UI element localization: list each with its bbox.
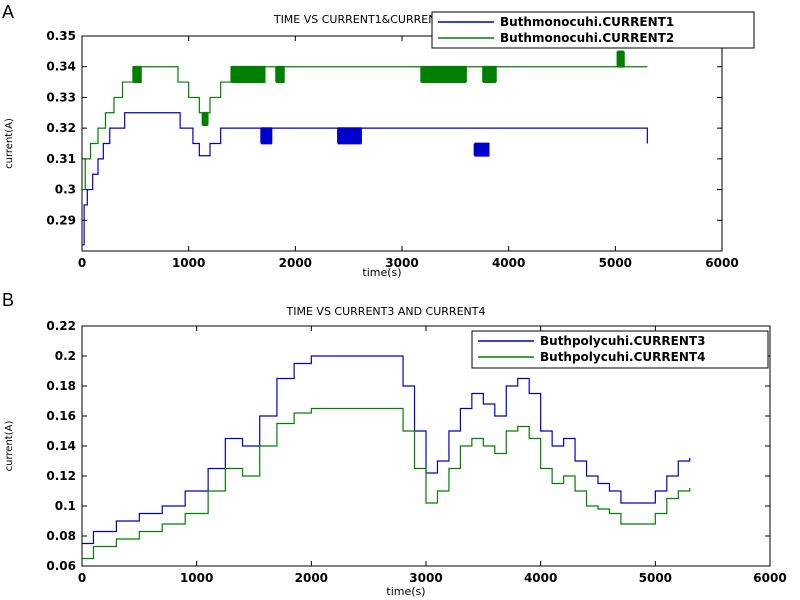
- x-tick-label: 1000: [172, 256, 205, 270]
- y-tick-label: 0.1: [55, 499, 76, 513]
- y-tick-label: 0.29: [46, 213, 76, 227]
- legend: Buthpolycuhi.CURRENT3 Buthpolycuhi.CURREN…: [471, 330, 769, 369]
- y-tick-label: 0.18: [46, 379, 76, 393]
- series-2-oscillation-7: [616, 50, 625, 68]
- series-2-oscillation-4: [275, 65, 285, 83]
- series-2-oscillation-3: [230, 65, 266, 83]
- chart-a: TIME VS CURRENT1&CURRENT2 0 1000 2000 3000 40…: [4, 11, 755, 279]
- series-2-oscillation-6: [482, 65, 497, 83]
- x-tick-label: 1000: [180, 571, 213, 585]
- y-tick-label: 0.2: [55, 349, 76, 363]
- y-tick-label: 0.16: [46, 409, 76, 423]
- y-tick-label: 0.3: [55, 183, 76, 197]
- x-tick-label: 0: [78, 571, 86, 585]
- series-2-oscillation-5: [420, 65, 467, 83]
- x-tick-label: 2000: [279, 256, 312, 270]
- x-tick-label: 4000: [524, 571, 557, 585]
- x-axis-label: time(s): [362, 266, 401, 279]
- series-2-oscillation-1: [132, 65, 142, 83]
- y-tick-label: 0.22: [46, 319, 76, 333]
- legend-label-2: Buthpolycuhi.CURRENT4: [540, 350, 705, 364]
- legend-label-1: Buthpolycuhi.CURRENT3: [540, 334, 705, 348]
- y-axis-label: current(A): [4, 118, 15, 169]
- x-axis-label: time(s): [386, 585, 425, 598]
- panel-a-label: A: [2, 2, 14, 22]
- series-line-2: [82, 407, 691, 560]
- x-tick-label: 6000: [753, 571, 786, 585]
- x-tick-label: 6000: [705, 256, 738, 270]
- y-tick-label: 0.32: [46, 121, 76, 135]
- x-tick-label: 0: [78, 256, 86, 270]
- legend-label-2: Buthmonocuhi.CURRENT2: [500, 31, 674, 45]
- y-tick-label: 0.34: [46, 60, 76, 74]
- x-tick-label: 5000: [599, 256, 632, 270]
- y-tick-label: 0.33: [46, 90, 76, 104]
- y-tick-label: 0.31: [46, 152, 76, 166]
- panel-b-label: B: [2, 290, 14, 310]
- series-1-oscillation-2: [337, 127, 362, 145]
- x-tick-label: 3000: [409, 571, 442, 585]
- series-line-1: [82, 355, 691, 545]
- y-tick-label: 0.35: [46, 29, 76, 43]
- series-2-oscillation-2: [201, 111, 209, 126]
- chart-b: TIME VS CURRENT3 AND CURRENT4 0 1000 2000 30…: [4, 305, 787, 598]
- y-tick-label: 0.08: [46, 529, 76, 543]
- series-1-oscillation-1: [260, 127, 273, 145]
- x-tick-label: 2000: [295, 571, 328, 585]
- x-tick-label: 5000: [639, 571, 672, 585]
- series-line-1: [82, 112, 648, 246]
- legend: Buthmonocuhi.CURRENT1 Buthmonocuhi.CURREN…: [431, 11, 755, 49]
- plot-area: [81, 35, 723, 252]
- legend-box: [471, 330, 769, 369]
- x-tick-label: 3000: [385, 256, 418, 270]
- y-tick-label: 0.12: [46, 469, 76, 483]
- chart-title: TIME VS CURRENT1&CURRENT2: [273, 13, 450, 26]
- y-tick-label: 0.14: [46, 439, 76, 453]
- chart-title: TIME VS CURRENT3 AND CURRENT4: [286, 305, 486, 318]
- x-tick-label: 4000: [492, 256, 525, 270]
- legend-label-1: Buthmonocuhi.CURRENT1: [500, 15, 674, 29]
- legend-box: [431, 11, 755, 49]
- series-1-oscillation-3: [473, 142, 490, 157]
- y-axis-label: current(A): [4, 421, 15, 472]
- y-tick-label: 0.06: [46, 559, 76, 573]
